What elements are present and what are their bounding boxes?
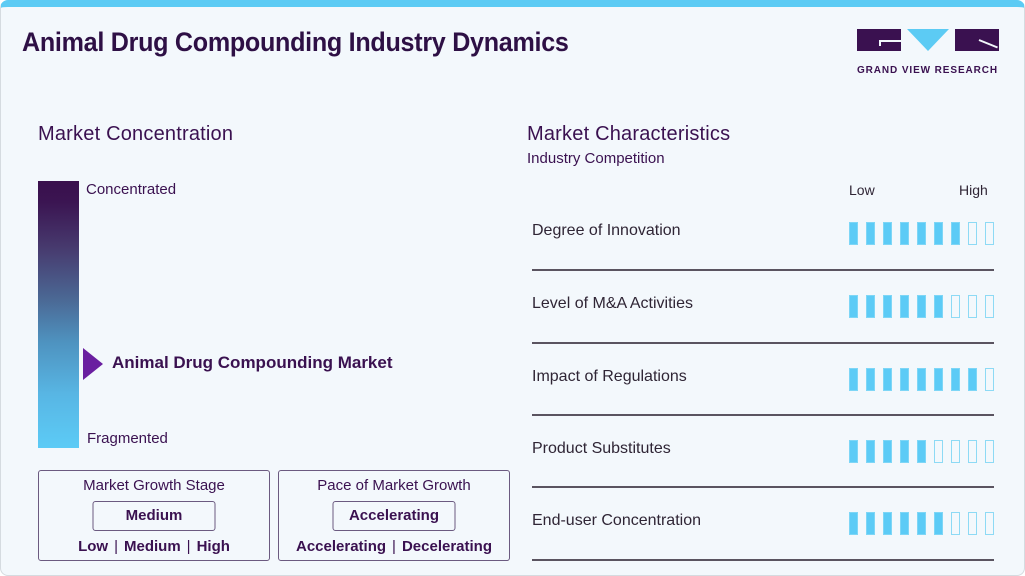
rating-cell-filled — [849, 368, 858, 391]
characteristic-row: Level of M&A Activities — [532, 295, 994, 367]
rating-cell-empty — [985, 222, 994, 245]
rating-cell-filled — [934, 512, 943, 535]
rating-cell-filled — [900, 295, 909, 318]
rating-cell-filled — [900, 440, 909, 463]
row-divider — [532, 414, 994, 416]
growth-stage-option-low: Low — [78, 538, 109, 555]
market-characteristics-title: Market Characteristics — [527, 123, 731, 145]
rating-cell-filled — [934, 295, 943, 318]
characteristic-label: Level of M&A Activities — [532, 295, 693, 312]
page-title: Animal Drug Compounding Industry Dynamic… — [22, 27, 569, 57]
characteristic-label: Impact of Regulations — [532, 368, 687, 385]
rating-cell-filled — [883, 512, 892, 535]
growth-pace-option-decelerating: Decelerating — [401, 538, 492, 555]
rating-cell-filled — [866, 368, 875, 391]
characteristic-row: Degree of Innovation — [532, 222, 994, 294]
rating-cell-filled — [866, 295, 875, 318]
logo-v-triangle-icon — [907, 29, 949, 51]
rating-cell-filled — [900, 368, 909, 391]
rating-cell-filled — [917, 512, 926, 535]
rating-cell-filled — [934, 368, 943, 391]
growth-pace-options: Accelerating | Decelerating — [279, 538, 509, 555]
market-characteristics-subtitle: Industry Competition — [527, 150, 665, 167]
rating-cell-filled — [866, 222, 875, 245]
rating-bars — [849, 512, 994, 535]
rating-cell-filled — [883, 222, 892, 245]
rating-cell-empty — [934, 440, 943, 463]
separator: | — [186, 538, 191, 555]
characteristic-row: Product Substitutes — [532, 440, 994, 512]
logo-g-block-icon — [857, 29, 901, 51]
growth-stage-option-high: High — [196, 538, 230, 555]
row-divider — [532, 269, 994, 271]
rating-cell-filled — [849, 222, 858, 245]
rating-cell-filled — [951, 222, 960, 245]
concentrated-label: Concentrated — [86, 181, 177, 198]
rating-bars — [849, 440, 994, 463]
rating-cell-filled — [934, 222, 943, 245]
separator: | — [392, 538, 396, 555]
grand-view-research-logo: GRAND VIEW RESEARCH — [857, 29, 999, 77]
characteristic-row: End-user Concentration — [532, 512, 994, 575]
rating-bars — [849, 368, 994, 391]
rating-cell-empty — [985, 295, 994, 318]
scale-low-label: Low — [849, 182, 875, 198]
growth-stage-option-medium: Medium — [124, 538, 181, 555]
growth-stage-options: Low | Medium | High — [39, 538, 269, 555]
rating-cell-empty — [951, 295, 960, 318]
rating-cell-empty — [968, 295, 977, 318]
rating-cell-filled — [866, 440, 875, 463]
characteristic-row: Impact of Regulations — [532, 368, 994, 440]
scale-high-label: High — [959, 182, 988, 198]
rating-cell-filled — [849, 295, 858, 318]
rating-cell-filled — [849, 512, 858, 535]
market-position-marker-icon — [83, 348, 103, 380]
rating-cell-filled — [968, 368, 977, 391]
pace-of-market-growth-box: Pace of Market Growth Accelerating Accel… — [278, 470, 510, 561]
market-concentration-title: Market Concentration — [38, 123, 234, 145]
logo-r-block-icon — [955, 29, 999, 51]
rating-cell-empty — [968, 440, 977, 463]
characteristic-label: Product Substitutes — [532, 440, 671, 457]
rating-cell-empty — [951, 512, 960, 535]
rating-cell-filled — [849, 440, 858, 463]
rating-bars — [849, 222, 994, 245]
rating-cell-filled — [917, 440, 926, 463]
separator: | — [114, 538, 118, 555]
rating-bars — [849, 295, 994, 318]
market-growth-stage-box: Market Growth Stage Medium Low | Medium | Hi… — [38, 470, 270, 561]
rating-cell-filled — [900, 222, 909, 245]
rating-cell-empty — [985, 368, 994, 391]
market-position-label: Animal Drug Compounding Market — [112, 353, 393, 372]
rating-cell-empty — [985, 512, 994, 535]
rating-cell-empty — [985, 440, 994, 463]
growth-pace-title: Pace of Market Growth — [317, 477, 471, 494]
rating-cell-filled — [900, 512, 909, 535]
row-divider — [532, 559, 994, 561]
rating-cell-filled — [866, 512, 875, 535]
characteristic-label: End-user Concentration — [532, 512, 701, 529]
rating-cell-empty — [968, 222, 977, 245]
rating-cell-filled — [883, 440, 892, 463]
fragmented-label: Fragmented — [87, 430, 168, 447]
logo-text: GRAND VIEW RESEARCH — [857, 65, 998, 76]
rating-cell-filled — [883, 295, 892, 318]
row-divider — [532, 342, 994, 344]
rating-cell-filled — [917, 368, 926, 391]
growth-stage-value: Medium — [92, 501, 216, 531]
rating-cell-filled — [883, 368, 892, 391]
rating-cell-empty — [968, 512, 977, 535]
rating-cell-empty — [951, 440, 960, 463]
rating-cell-filled — [917, 222, 926, 245]
rating-cell-filled — [951, 368, 960, 391]
growth-pace-value: Accelerating — [332, 501, 456, 531]
growth-pace-option-accelerating: Accelerating — [296, 538, 387, 555]
concentration-gradient-bar — [38, 181, 79, 448]
row-divider — [532, 486, 994, 488]
characteristic-label: Degree of Innovation — [532, 222, 681, 239]
rating-cell-filled — [917, 295, 926, 318]
growth-stage-title: Market Growth Stage — [83, 477, 225, 494]
